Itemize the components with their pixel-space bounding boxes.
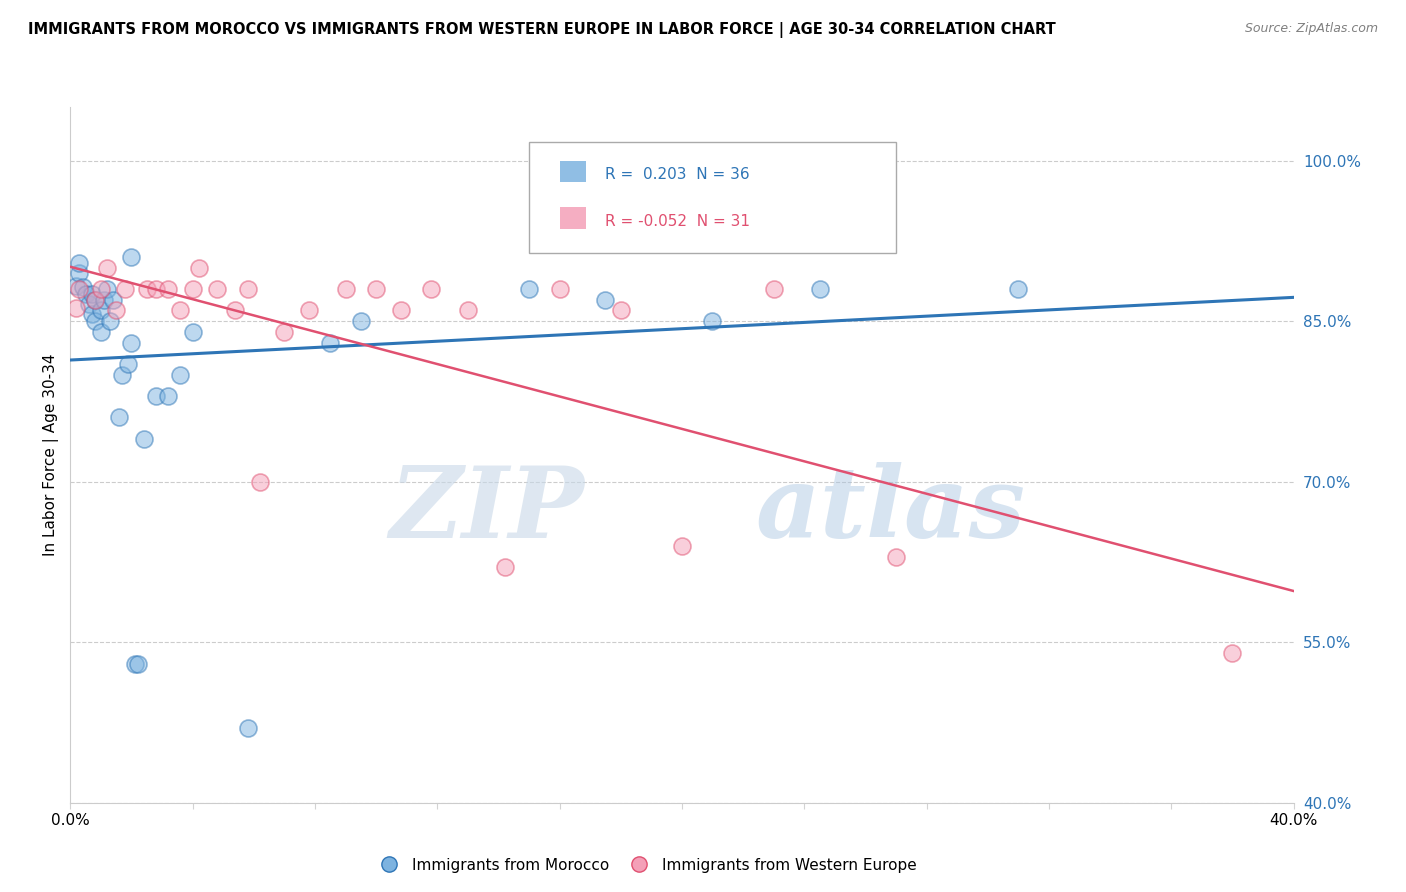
Point: [145, 389, 167, 403]
Point: [80, 287, 103, 301]
Point: [236, 282, 259, 296]
Point: [101, 293, 124, 307]
Point: [548, 282, 571, 296]
Point: [69, 266, 91, 280]
Point: [157, 389, 180, 403]
Point: [75, 287, 97, 301]
Point: [132, 432, 155, 446]
Point: [884, 549, 907, 564]
Text: Source: ZipAtlas.com: Source: ZipAtlas.com: [1244, 22, 1378, 36]
Point: [69, 256, 91, 270]
Point: [224, 303, 246, 318]
Point: [65, 278, 87, 293]
FancyBboxPatch shape: [529, 142, 896, 253]
Point: [273, 325, 295, 339]
Point: [389, 303, 412, 318]
Point: [457, 303, 479, 318]
Point: [121, 335, 143, 350]
Point: [671, 539, 693, 553]
Point: [127, 657, 149, 671]
Legend: Immigrants from Morocco, Immigrants from Western Europe: Immigrants from Morocco, Immigrants from…: [367, 852, 924, 879]
Text: R = -0.052  N = 31: R = -0.052 N = 31: [605, 214, 749, 228]
Point: [169, 303, 191, 318]
Point: [108, 410, 131, 425]
Text: IMMIGRANTS FROM MOROCCO VS IMMIGRANTS FROM WESTERN EUROPE IN LABOR FORCE | AGE 3: IMMIGRANTS FROM MOROCCO VS IMMIGRANTS FR…: [28, 22, 1056, 38]
Point: [494, 560, 516, 574]
Point: [83, 293, 105, 307]
Point: [350, 314, 373, 328]
Point: [72, 280, 94, 294]
Point: [80, 307, 103, 321]
Point: [610, 303, 633, 318]
Text: ZIP: ZIP: [389, 462, 583, 558]
Point: [83, 314, 105, 328]
Point: [420, 282, 443, 296]
Point: [93, 293, 115, 307]
Point: [157, 282, 180, 296]
Point: [702, 314, 724, 328]
FancyBboxPatch shape: [560, 161, 586, 182]
Point: [181, 282, 204, 296]
Point: [90, 325, 112, 339]
Point: [83, 293, 105, 307]
Point: [124, 657, 146, 671]
Point: [249, 475, 271, 489]
Point: [762, 282, 785, 296]
Point: [145, 282, 167, 296]
Point: [135, 282, 157, 296]
Point: [90, 282, 112, 296]
Point: [205, 282, 228, 296]
Point: [236, 721, 259, 735]
Point: [187, 260, 209, 275]
Point: [114, 282, 136, 296]
Point: [77, 297, 100, 311]
Point: [105, 303, 128, 318]
Point: [1220, 646, 1243, 660]
Point: [96, 282, 118, 296]
Text: R =  0.203  N = 36: R = 0.203 N = 36: [605, 167, 749, 182]
Point: [517, 282, 540, 296]
Point: [169, 368, 191, 382]
Point: [808, 282, 831, 296]
Text: atlas: atlas: [755, 462, 1025, 558]
Point: [335, 282, 357, 296]
Point: [298, 303, 321, 318]
Point: [96, 260, 118, 275]
Point: [366, 282, 388, 296]
FancyBboxPatch shape: [560, 207, 586, 228]
Point: [111, 368, 134, 382]
Point: [1007, 282, 1029, 296]
Point: [65, 301, 87, 316]
Y-axis label: In Labor Force | Age 30-34: In Labor Force | Age 30-34: [44, 353, 59, 557]
Point: [117, 357, 139, 371]
Point: [595, 293, 617, 307]
Point: [90, 303, 112, 318]
Point: [121, 250, 143, 264]
Point: [98, 314, 121, 328]
Point: [181, 325, 204, 339]
Point: [319, 335, 342, 350]
Point: [69, 282, 91, 296]
